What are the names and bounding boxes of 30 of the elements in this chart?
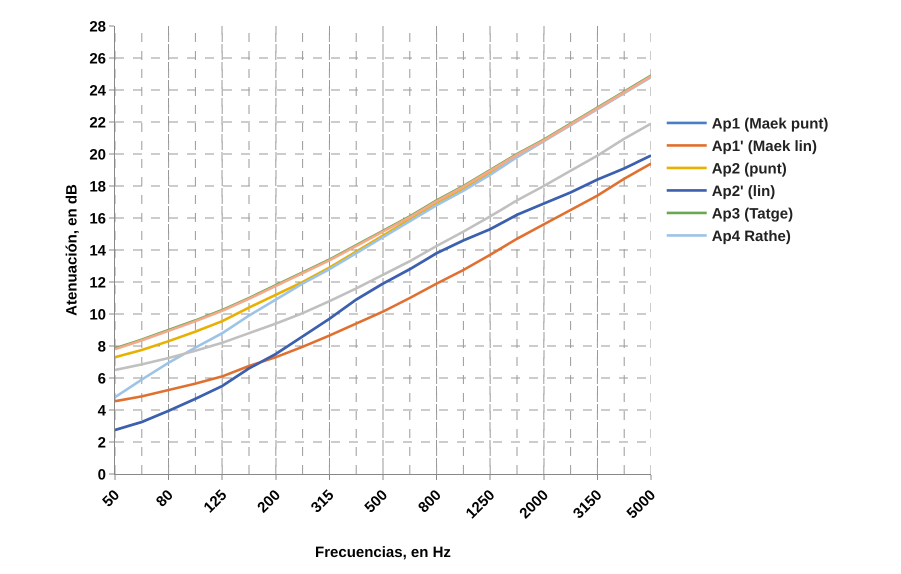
y-tick-label: 20 [89,146,106,164]
y-tick-label: 18 [89,178,106,196]
y-tick-label: 24 [89,82,107,100]
x-tick-label: 200 [254,486,284,516]
x-tick-label: 50 [99,486,124,510]
y-tick-label: 12 [89,274,106,292]
legend-label: Ap1' (Maek lin) [712,138,817,156]
x-tick-label: 500 [361,486,392,516]
y-tick-label: 26 [89,50,106,68]
legend-label: Ap2' (lin) [712,183,776,200]
y-tick-label: 28 [89,18,106,36]
y-tick-label: 2 [98,434,106,452]
x-axis-title: Frecuencias, en Hz [315,544,451,562]
y-tick-label: 22 [89,114,106,132]
y-axis-title: Atenuación, en dB [64,184,81,316]
legend-label: Ap1 (Maek punt) [712,116,828,133]
y-tick-label: 4 [98,402,107,420]
x-tick-label: 125 [200,486,230,516]
y-tick-label: 16 [89,210,106,228]
y-tick-label: 10 [89,306,106,324]
legend-label: Ap3 (Tatge) [712,206,794,223]
legend-label: Ap2 (punt) [712,160,787,178]
y-tick-label: 6 [98,370,106,388]
y-tick-label: 0 [98,466,106,484]
legend-label: Ap4 Rathe) [712,228,791,246]
x-tick-label: 315 [308,486,338,516]
y-tick-label: 8 [98,338,106,356]
x-tick-label: 800 [415,486,445,516]
y-tick-label: 14 [89,242,107,260]
x-tick-label: 80 [152,486,177,510]
